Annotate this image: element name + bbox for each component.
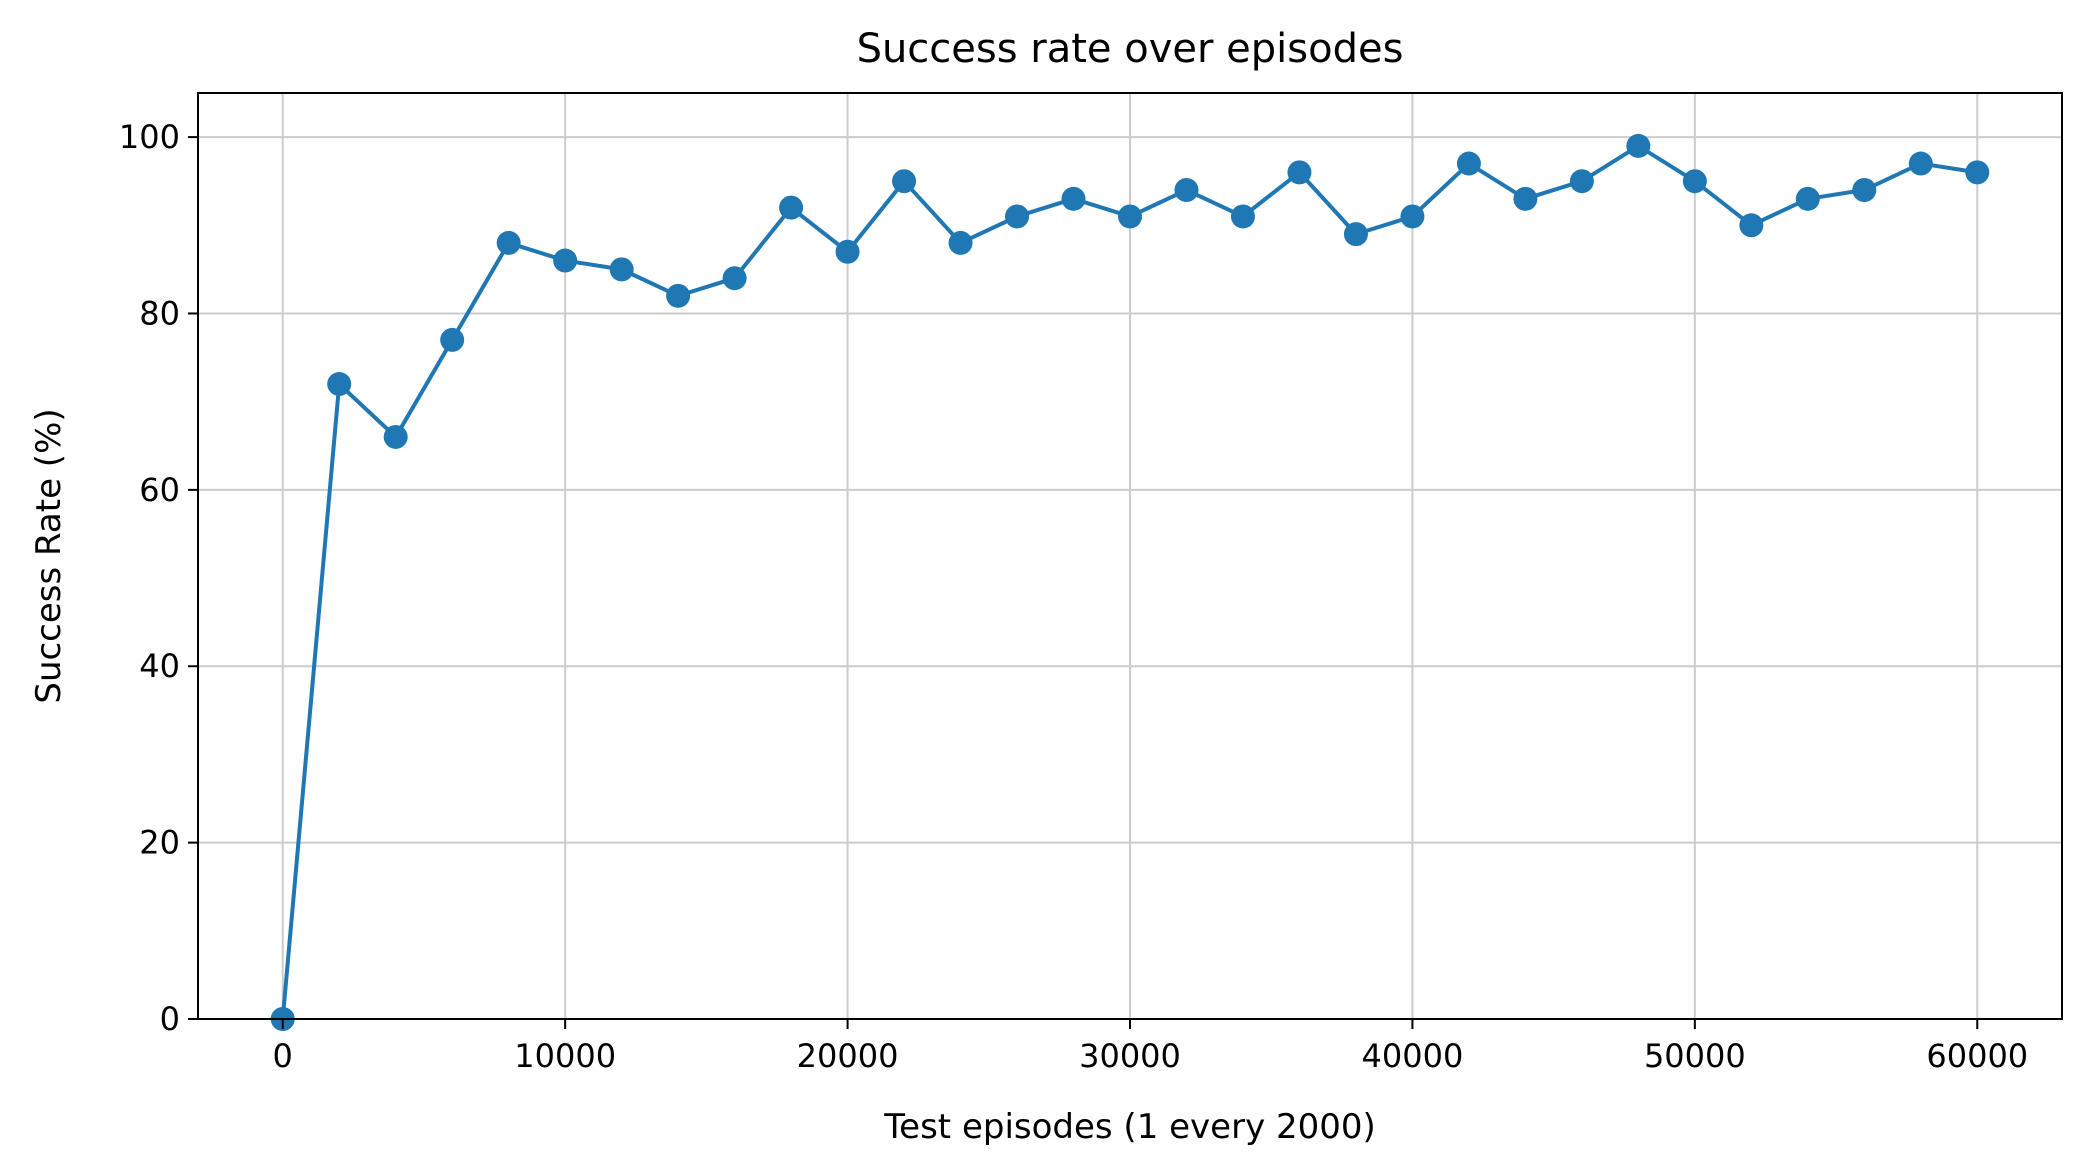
chart-title: Success rate over episodes [857,26,1404,72]
x-tick-label: 50000 [1644,1037,1746,1075]
ticks: 0 10000 20000 30000 40000 50000 60000 0 20 40 60 80… [119,118,2028,1075]
y-tick-label: 100 [119,118,180,156]
data-point [1230,204,1255,229]
data-point [440,327,465,352]
x-tick-label: 0 [273,1037,293,1075]
y-tick-label: 80 [139,294,180,332]
data-point [1400,204,1425,229]
x-tick-label: 20000 [797,1037,899,1075]
data-point [1795,186,1820,211]
y-tick-label: 60 [139,471,180,509]
series-layer [270,133,1990,1031]
data-point [1682,169,1707,194]
x-axis-label: Test episodes (1 every 2000) [883,1107,1376,1147]
x-tick-label: 60000 [1926,1037,2028,1075]
data-point [835,239,860,264]
data-point [722,266,747,291]
y-tick-label: 40 [139,647,180,685]
x-tick-label: 40000 [1362,1037,1464,1075]
data-point [327,372,352,397]
data-point [1456,151,1481,176]
data-point [553,248,578,273]
x-tick-label: 10000 [514,1037,616,1075]
data-point [779,195,804,220]
x-tick-label: 30000 [1079,1037,1181,1075]
data-point [1061,186,1086,211]
data-point [1343,222,1368,247]
y-tick-label: 20 [139,824,180,862]
data-point [496,230,521,255]
data-point [1005,204,1030,229]
y-tick-label: 0 [160,1000,180,1038]
grid [198,93,2062,1020]
data-point [1287,160,1312,185]
data-point [609,257,634,282]
y-axis-label: Success Rate (%) [29,408,69,703]
data-point [1739,213,1764,238]
data-point [1965,160,1990,185]
data-point [1908,151,1933,176]
data-point [948,230,973,255]
data-point [1118,204,1142,229]
data-point [892,169,917,194]
data-point [1174,178,1199,203]
data-point [1569,169,1594,194]
data-point [1626,133,1651,158]
data-point [666,283,691,308]
data-point [383,424,408,449]
data-point [1852,178,1877,203]
data-point [1513,186,1538,211]
